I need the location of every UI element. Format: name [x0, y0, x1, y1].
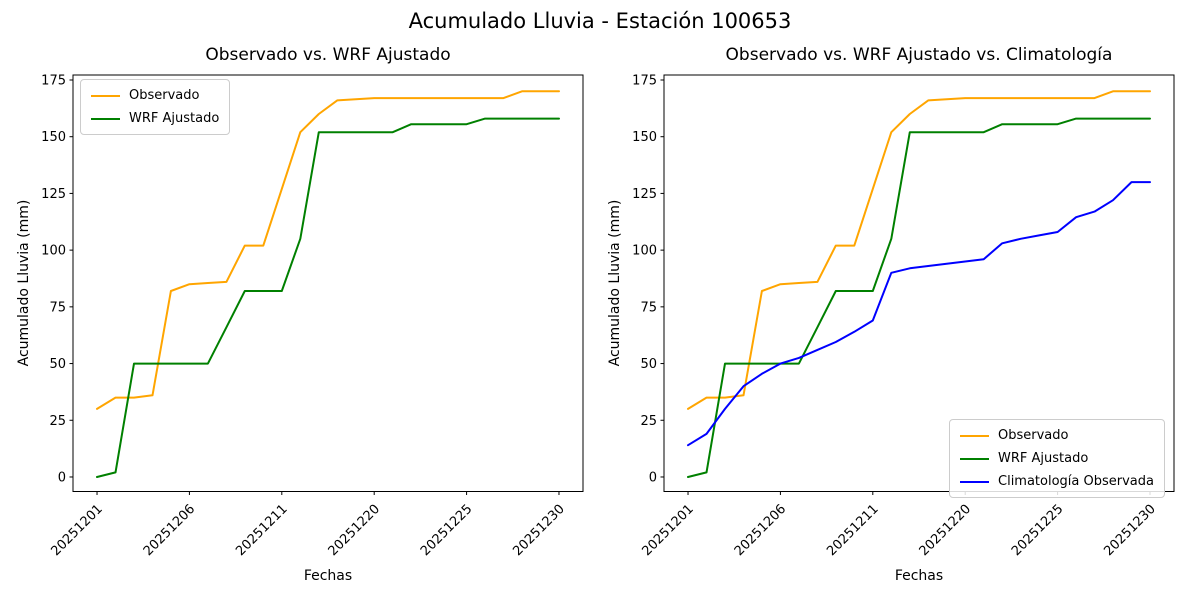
series-line-wrf-ajustado [687, 117, 1151, 478]
y-tick-label: 75 [49, 300, 66, 315]
legend-item-label: Observado [998, 428, 1069, 443]
x-tick-label: 20251211 [233, 502, 290, 559]
y-tick-label: 175 [632, 73, 657, 88]
legend-line-swatch [91, 94, 120, 97]
legend-item: Observado [91, 86, 219, 105]
left-y-axis-label: Acumulado Lluvia (mm) [16, 199, 32, 367]
right-x-axis-label: Fechas [894, 568, 944, 584]
series-line-observado [687, 90, 1151, 410]
x-tick-label: 20251225 [418, 502, 475, 559]
x-tick-label: 20251220 [917, 502, 974, 559]
left-chart-title: Observado vs. WRF Ajustado [205, 45, 451, 65]
legend-line-swatch [960, 434, 989, 437]
y-tick-label: 125 [632, 187, 657, 202]
x-tick-label: 20251230 [1101, 502, 1158, 559]
legend-line-swatch [91, 117, 120, 120]
legend-item: WRF Ajustado [91, 109, 219, 128]
y-tick-label: 150 [41, 130, 66, 145]
y-tick-label: 100 [632, 244, 657, 259]
y-tick-label: 25 [49, 414, 66, 429]
legend-item: Observado [960, 426, 1154, 445]
x-tick-label: 20251220 [326, 502, 383, 559]
series-line-observado [96, 90, 560, 410]
y-tick-label: 25 [640, 414, 657, 429]
legend-item-label: Observado [129, 88, 200, 103]
right-y-axis-label: Acumulado Lluvia (mm) [607, 199, 623, 367]
x-tick-label: 20251225 [1009, 502, 1066, 559]
left-chart-legend: Observado WRF Ajustado [80, 79, 231, 135]
right-chart-legend: Observado WRF Ajustado Climatología Observ… [949, 419, 1165, 498]
x-tick-label: 20251230 [510, 502, 567, 559]
series-line-climatología-observada [687, 181, 1151, 447]
x-tick-label: 20251201 [639, 502, 696, 559]
legend-item: WRF Ajustado [960, 449, 1154, 468]
legend-item: Climatología Observada [960, 472, 1154, 491]
legend-item-label: WRF Ajustado [129, 111, 220, 126]
x-tick-label: 20251201 [48, 502, 105, 559]
axes-box [72, 74, 584, 492]
y-tick-label: 0 [649, 470, 657, 485]
legend-line-swatch [960, 480, 989, 483]
y-tick-label: 75 [640, 300, 657, 315]
y-tick-label: 50 [49, 357, 66, 372]
y-tick-label: 150 [632, 130, 657, 145]
y-tick-label: 100 [41, 244, 66, 259]
y-tick-label: 50 [640, 357, 657, 372]
left-x-axis-label: Fechas [303, 568, 353, 584]
series-line-wrf-ajustado [96, 117, 560, 478]
right-chart-title: Observado vs. WRF Ajustado vs. Climatolo… [725, 45, 1113, 65]
legend-line-swatch [960, 457, 989, 460]
figure-title: Acumulado Lluvia - Estación 100653 [408, 9, 792, 33]
y-tick-label: 125 [41, 187, 66, 202]
x-tick-label: 20251206 [732, 502, 789, 559]
y-tick-label: 175 [41, 73, 66, 88]
legend-item-label: WRF Ajustado [998, 451, 1089, 466]
y-tick-label: 0 [58, 470, 66, 485]
x-tick-label: 20251211 [824, 502, 881, 559]
axes-box [663, 74, 1175, 492]
x-tick-label: 20251206 [141, 502, 198, 559]
legend-item-label: Climatología Observada [998, 474, 1154, 489]
